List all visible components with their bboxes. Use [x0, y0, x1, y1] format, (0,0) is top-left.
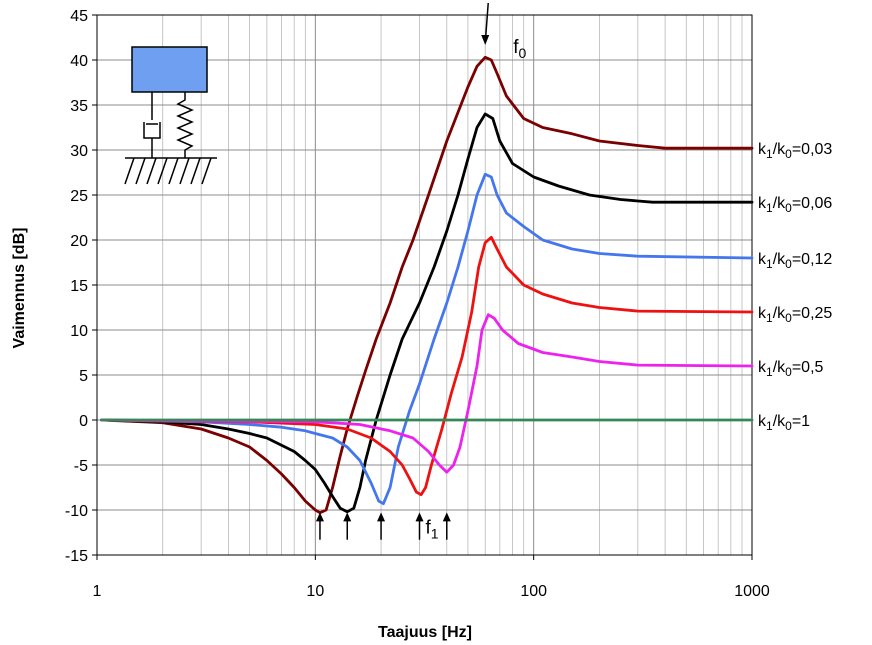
series-label-text: k	[758, 359, 767, 376]
f0-label-base: f	[513, 37, 519, 58]
minimum-arrow-head	[442, 512, 451, 522]
minimum-arrow-head	[415, 512, 424, 522]
series-label: k1/k0=0,12	[758, 251, 832, 271]
ground-hatch-line	[135, 157, 146, 185]
series-label-subscript: 0	[785, 147, 792, 161]
minimum-arrow-head	[377, 512, 386, 522]
x-tick-label: 10	[306, 583, 324, 600]
series-label-text: /k	[773, 413, 786, 430]
series-label: k1/k0=0,06	[758, 195, 832, 215]
y-axis-ticks: 45 40 35 30 25 20 15 10 5 0 -5 -10 -15	[65, 8, 97, 565]
series-label-text: k	[758, 251, 767, 268]
minimum-arrow-head	[315, 512, 324, 522]
y-tick-label: 35	[70, 98, 88, 115]
series-label-text: k	[758, 305, 767, 322]
y-tick-label: 20	[70, 233, 88, 250]
series-label-subscript: 1	[766, 257, 773, 271]
f0-label-subscript: 0	[519, 45, 527, 61]
y-tick-label: 45	[70, 8, 88, 25]
ground-hatch-line	[201, 157, 212, 185]
x-axis-ticks: 1 10 100 1000	[93, 555, 770, 600]
minimum-arrow-head	[343, 512, 352, 522]
y-tick-label: -5	[74, 458, 88, 475]
series-label-text: k	[758, 195, 767, 212]
series-label-text: /k	[773, 359, 786, 376]
x-tick-label: 1	[93, 583, 102, 600]
series-label-text: =0,03	[792, 141, 833, 158]
series-label: k1/k0=1	[758, 413, 810, 433]
x-tick-label: 100	[520, 583, 547, 600]
series-label-text: k	[758, 141, 767, 158]
y-tick-label: 0	[79, 413, 88, 430]
y-tick-label: 10	[70, 323, 88, 340]
series-line	[100, 313, 754, 474]
y-tick-label: -15	[65, 548, 88, 565]
series-label: k1/k0=0,25	[758, 305, 832, 325]
f1-label: f1	[426, 517, 439, 541]
series-labels: k1/k0=0,03k1/k0=0,06k1/k0=0,12k1/k0=0,25…	[758, 141, 832, 433]
series-label-subscript: 1	[766, 311, 773, 325]
ground-hatch-line	[190, 157, 201, 185]
mass-spring-damper-icon	[124, 46, 217, 185]
ground-hatch-line	[179, 157, 190, 185]
mass-block	[131, 46, 208, 93]
series-label-subscript: 1	[766, 201, 773, 215]
f1-label-subscript: 1	[431, 525, 439, 541]
series-label-text: =0,06	[792, 195, 833, 212]
f0-arrow-head	[481, 35, 490, 45]
y-tick-label: 30	[70, 143, 88, 160]
series-label-text: =0,12	[792, 251, 833, 268]
series-label-subscript: 1	[766, 147, 773, 161]
series-label-text: /k	[773, 305, 786, 322]
series-label-subscript: 0	[785, 257, 792, 271]
series-label-text: /k	[773, 141, 786, 158]
series-line	[100, 172, 754, 506]
ground-hatch	[124, 157, 212, 185]
series-label: k1/k0=0,03	[758, 141, 832, 161]
spring	[176, 92, 194, 158]
series-line	[100, 235, 754, 497]
series-label-text: =0,25	[792, 305, 833, 322]
series-line	[100, 55, 754, 515]
f1-label-base: f	[426, 517, 432, 538]
ground-hatch-line	[157, 157, 168, 185]
ground-hatch-line	[168, 157, 179, 185]
series-label-subscript: 0	[785, 311, 792, 325]
y-tick-label: 5	[79, 368, 88, 385]
series-label-text: =1	[792, 413, 810, 430]
series-line	[100, 112, 754, 514]
series-label-text: /k	[773, 251, 786, 268]
series-label-subscript: 0	[785, 365, 792, 379]
y-tick-label: 25	[70, 188, 88, 205]
x-axis-label: Taajuus [Hz]	[378, 624, 472, 641]
series-lines	[100, 55, 754, 515]
series-label-subscript: 1	[766, 365, 773, 379]
y-tick-label: 15	[70, 278, 88, 295]
x-tick-label: 1000	[734, 583, 770, 600]
f0-label: f0	[513, 37, 526, 61]
y-axis-label: Vaimennus [dB]	[11, 228, 28, 349]
ground-hatch-line	[124, 157, 135, 185]
series-label: k1/k0=0,5	[758, 359, 824, 379]
series-label-text: /k	[773, 195, 786, 212]
ground-hatch-line	[146, 157, 157, 185]
series-label-subscript: 1	[766, 419, 773, 433]
series-label-subscript: 0	[785, 419, 792, 433]
series-label-subscript: 0	[785, 201, 792, 215]
y-tick-label: -10	[65, 503, 88, 520]
series-label-text: k	[758, 413, 767, 430]
y-tick-label: 40	[70, 53, 88, 70]
series-label-text: =0,5	[792, 359, 824, 376]
